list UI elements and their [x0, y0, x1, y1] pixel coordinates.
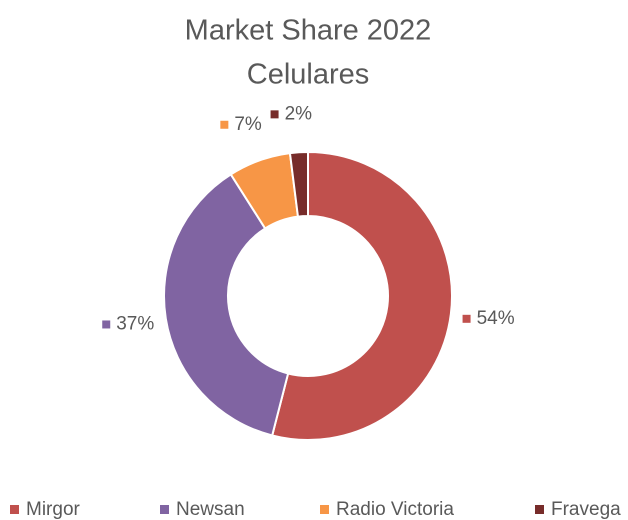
chart-title: Market Share 2022 — [185, 15, 432, 47]
label-marker — [102, 320, 111, 329]
legend-label: Radio Victoria — [336, 499, 454, 520]
label-marker — [462, 314, 471, 323]
legend-swatch — [10, 505, 19, 514]
slice — [270, 150, 453, 441]
legend-swatch — [160, 505, 169, 514]
slice — [163, 173, 290, 437]
chart-subtitle: Celulares — [247, 59, 370, 91]
data-label: 2% — [285, 103, 313, 124]
legend-label: Fravega — [551, 499, 621, 520]
legend-label: Mirgor — [26, 499, 81, 520]
data-label: 37% — [116, 313, 154, 334]
label-marker — [270, 110, 279, 119]
data-label: 54% — [477, 308, 515, 329]
label-marker — [220, 120, 229, 129]
legend-swatch — [535, 505, 544, 514]
legend-swatch — [320, 505, 329, 514]
data-label: 7% — [234, 114, 262, 135]
legend-label: Newsan — [176, 499, 245, 520]
slice — [288, 150, 309, 218]
